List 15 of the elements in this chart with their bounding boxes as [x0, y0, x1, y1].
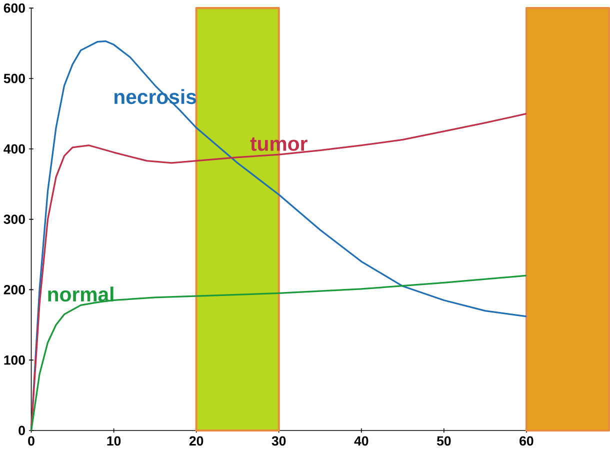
y-tick-label: 200	[4, 284, 25, 294]
y-tick-label: 500	[4, 74, 25, 84]
x-tick-label: 50	[436, 436, 451, 446]
x-tick-label: 20	[189, 436, 204, 446]
y-tick-label: 300	[4, 214, 25, 224]
y-tick-label: 400	[4, 144, 25, 154]
x-tick-label: 10	[107, 436, 121, 446]
x-tick-label: 40	[354, 436, 368, 446]
y-tick-label: 600	[4, 3, 25, 13]
y-tick-label: 0	[18, 426, 25, 436]
y-tick-label: 100	[4, 355, 25, 365]
x-tick-label: 30	[272, 436, 286, 446]
x-tick-label: 0	[28, 436, 34, 446]
x-tick-label: 60	[520, 436, 534, 446]
series-label: normal	[48, 286, 114, 302]
